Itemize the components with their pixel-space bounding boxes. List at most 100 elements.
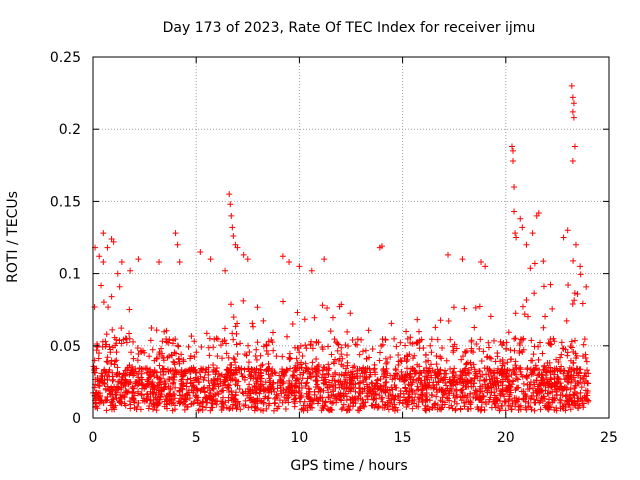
roti-sample-point [560,386,567,393]
roti-sample-point [439,345,446,352]
roti-sample-point [379,394,386,401]
roti-sample-point [370,366,377,373]
roti-sample-point [223,373,230,380]
roti-sample-point [513,364,520,371]
roti-sample-point [547,389,554,396]
roti-sample-point [253,346,260,353]
roti-sample-point [332,371,339,378]
roti-sample-point [521,390,528,397]
roti-sample-point [354,336,361,343]
roti-sample-point [388,320,395,327]
roti-sample-point [580,341,587,348]
roti-sample-point [545,400,552,407]
roti-sample-point [553,388,560,395]
roti-sample-point [582,351,589,358]
roti-sample-point [583,358,590,365]
roti-sample-point [418,387,425,394]
roti-sample-point [203,330,210,337]
roti-sample-point [467,390,474,397]
roti-sample-point [228,301,235,308]
roti-sample-point [253,378,260,385]
roti-sample-point [402,342,409,349]
roti-data-point [127,267,134,274]
roti-sample-point [423,396,430,403]
roti-sample-point [161,381,168,388]
roti-sample-point [297,361,304,368]
roti-sample-point [336,355,343,362]
roti-sample-point [148,380,155,387]
roti-sample-point [307,341,314,348]
roti-sample-point [199,407,206,414]
roti-sample-point [398,368,405,375]
roti-sample-point [269,339,276,346]
roti-sample-point [452,407,459,414]
roti-sample-point [524,386,531,393]
roti-sample-point [311,314,318,321]
roti-sample-point [111,334,118,341]
roti-sample-point [409,379,416,386]
roti-sample-point [334,340,341,347]
roti-sample-point [486,376,493,383]
roti-sample-point [367,371,374,378]
roti-sample-point [364,396,371,403]
roti-sample-point [508,406,515,413]
roti-sample-point [476,303,483,310]
roti-sample-point [257,352,264,359]
roti-sample-point [488,355,495,362]
roti-sample-point [403,397,410,404]
roti-sample-point [421,382,428,389]
roti-data-point [207,256,214,263]
roti-sample-point [413,377,420,384]
roti-sample-point [262,379,269,386]
roti-sample-point [206,352,213,359]
roti-sample-point [274,392,281,399]
roti-sample-point [260,399,267,406]
roti-sample-point [505,329,512,336]
roti-sample-point [205,377,212,384]
roti-sample-point [96,383,103,390]
roti-sample-point [231,396,238,403]
roti-sample-point [561,367,568,374]
roti-sample-point [279,353,286,360]
roti-sample-point [202,369,209,376]
roti-sample-point [201,374,208,381]
roti-sample-point [215,391,222,398]
roti-sample-point [108,406,115,413]
roti-sample-point [540,393,547,400]
roti-sample-point [433,393,440,400]
roti-sample-point [277,376,284,383]
roti-sample-point [336,379,343,386]
roti-sample-point [582,387,589,394]
roti-sample-point [132,368,139,375]
roti-sample-point [536,381,543,388]
roti-sample-point [138,392,145,399]
roti-sample-point [531,290,538,297]
roti-sample-point [489,380,496,387]
roti-sample-point [134,344,141,351]
roti-sample-point [535,372,542,379]
roti-sample-point [209,397,216,404]
roti-sample-point [443,357,450,364]
roti-sample-point [130,338,137,345]
roti-sample-point [289,372,296,379]
roti-data-point [176,259,183,266]
roti-sample-point [488,372,495,379]
roti-sample-point [108,293,115,300]
roti-sample-point [336,372,343,379]
roti-sample-point [428,336,435,343]
roti-sample-point [152,394,159,401]
roti-sample-point [545,380,552,387]
roti-sample-point [380,388,387,395]
roti-sample-point [270,407,277,414]
roti-sample-point [228,388,235,395]
roti-sample-point [377,385,384,392]
roti-sample-point [559,345,566,352]
roti-sample-point [557,391,564,398]
roti-sample-point [288,380,295,387]
roti-sample-point [130,385,137,392]
roti-sample-point [432,402,439,409]
roti-sample-point [443,370,450,377]
roti-sample-point [233,369,240,376]
roti-sample-point [512,358,519,365]
roti-sample-point [425,357,432,364]
